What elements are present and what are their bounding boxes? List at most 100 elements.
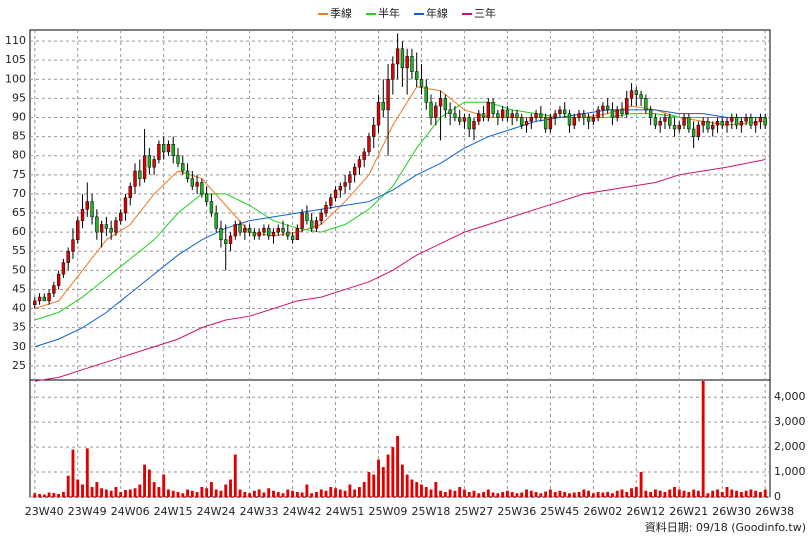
candle-body [52, 285, 56, 294]
candle-body [481, 113, 486, 118]
volume-bar [281, 493, 285, 497]
volume-bar [167, 489, 170, 497]
volume-bar [482, 492, 485, 497]
candle-body [438, 98, 443, 107]
legend-label: 三年 [474, 6, 496, 20]
candle-body [424, 86, 428, 103]
volume-bar [520, 492, 524, 497]
x-tick-label: 26W21 [669, 505, 708, 518]
candle-body [448, 109, 452, 114]
volume-bar [558, 490, 562, 497]
candle-body [319, 212, 323, 221]
volume-bar [357, 487, 361, 497]
volume-bar [763, 489, 767, 497]
volume-bar [730, 489, 734, 497]
volume-bar [720, 492, 724, 497]
volume-bar [119, 492, 123, 497]
candle-body [744, 117, 748, 122]
x-tick-label: 24W06 [111, 505, 150, 518]
volume-bar [205, 488, 209, 497]
candle-body [753, 121, 758, 126]
volume-bar [52, 493, 56, 497]
volume-bar [410, 479, 414, 497]
candle-body [152, 159, 156, 168]
volume-bar [759, 492, 762, 497]
volume-frame [29, 379, 771, 498]
volume-bar [252, 490, 256, 497]
volume-bar [439, 490, 443, 497]
volume-bar [739, 492, 743, 497]
candle-body [605, 105, 610, 111]
candle-body [333, 189, 338, 198]
volume-bar [181, 493, 185, 497]
candle-body [224, 239, 228, 244]
x-tick-label: 25W27 [454, 505, 493, 518]
volume-bar [124, 490, 127, 497]
candle-body [90, 201, 94, 218]
volume-bar [267, 488, 271, 497]
x-tick-label: 26W12 [626, 505, 665, 518]
volume-bar [658, 490, 662, 497]
candle-body [467, 117, 471, 130]
y-tick-label: 35 [12, 321, 26, 334]
volume-bar [319, 489, 323, 497]
volume-bar [381, 467, 385, 497]
volume-bar [61, 492, 65, 497]
volume-bar [95, 482, 99, 497]
volume-bar [458, 487, 462, 497]
candle-body [524, 121, 529, 126]
volume-bar [190, 490, 194, 497]
volume-bar [467, 492, 471, 497]
y-tick-label: 95 [12, 91, 26, 104]
candle-body [601, 105, 605, 111]
candle-body [128, 186, 132, 198]
candle-body [228, 235, 233, 244]
candle-body [658, 121, 662, 126]
candle-body [739, 121, 744, 126]
candle-body [462, 117, 467, 122]
volume-bar [711, 490, 715, 497]
candle-body [343, 182, 347, 187]
candle-body [725, 121, 729, 126]
candle-body [663, 117, 667, 122]
volume-bar [42, 494, 46, 497]
candle-body [505, 109, 510, 118]
candle-body [405, 56, 409, 69]
candle-body [558, 109, 562, 114]
volume-bar [391, 447, 395, 497]
x-tick-label: 23W49 [68, 505, 107, 518]
volume-bar [596, 492, 600, 497]
volume-bar [682, 490, 686, 497]
candle-body [477, 113, 481, 122]
candle-body [596, 109, 600, 118]
volume-bar [696, 490, 700, 497]
volume-bar [195, 492, 199, 497]
candle-body [157, 143, 161, 160]
candle-body [257, 231, 261, 237]
volume-bar [472, 490, 476, 497]
y-tick-label: 65 [12, 206, 26, 219]
candle-body [99, 224, 104, 233]
candle-body [434, 105, 438, 118]
candle-body [300, 212, 304, 229]
candle-body [419, 79, 424, 88]
volume-bar [568, 493, 571, 497]
candle-body [281, 228, 285, 233]
volume-bar [348, 484, 352, 497]
y-tick-label: 105 [5, 53, 26, 66]
volume-bar [338, 489, 342, 497]
candle-body [171, 143, 175, 156]
candle-body [534, 113, 538, 118]
candle-body [238, 224, 242, 233]
candle-body [376, 101, 381, 126]
candle-body [706, 121, 710, 130]
candle-body [491, 101, 495, 114]
candle-body [195, 182, 199, 187]
candle-body [114, 220, 118, 233]
candle-body [615, 109, 619, 118]
volume-bar [501, 492, 505, 497]
candle-body [668, 117, 672, 126]
candle-body [610, 109, 615, 118]
x-tick-label: 25W09 [369, 505, 408, 518]
